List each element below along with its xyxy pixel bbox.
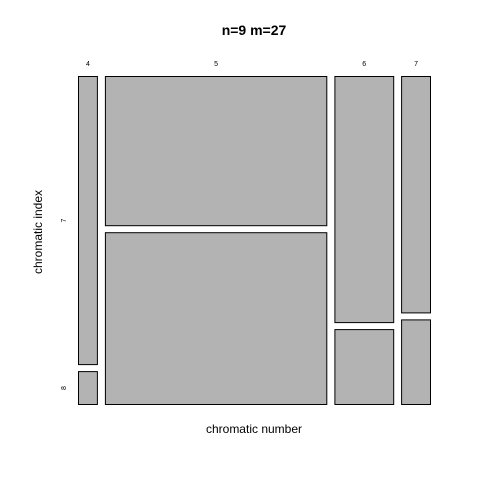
chart-title: n=9 m=27 — [222, 22, 287, 38]
tile-col-5-row-7 — [104, 76, 328, 227]
tile-col-6-row-7 — [334, 76, 395, 324]
x-axis-title: chromatic number — [206, 422, 302, 436]
y-axis-title: chromatic index — [31, 190, 45, 274]
column-label-5: 5 — [214, 61, 218, 68]
row-label-7: 7 — [61, 218, 68, 222]
column-label-6: 6 — [362, 61, 366, 68]
row-label-8: 8 — [61, 386, 68, 390]
column-label-4: 4 — [86, 61, 90, 68]
tile-col-6-row-8 — [334, 329, 395, 406]
tile-col-7-row-7 — [401, 76, 432, 314]
tile-col-4-row-7 — [78, 76, 98, 366]
row-labels: 78 — [61, 218, 68, 390]
column-label-7: 7 — [414, 61, 418, 68]
tiles-layer — [78, 76, 432, 406]
tile-col-4-row-8 — [78, 371, 98, 406]
tile-col-5-row-8 — [104, 232, 328, 405]
tile-col-7-row-8 — [401, 319, 432, 405]
column-labels: 4 5 6 7 — [86, 61, 418, 68]
